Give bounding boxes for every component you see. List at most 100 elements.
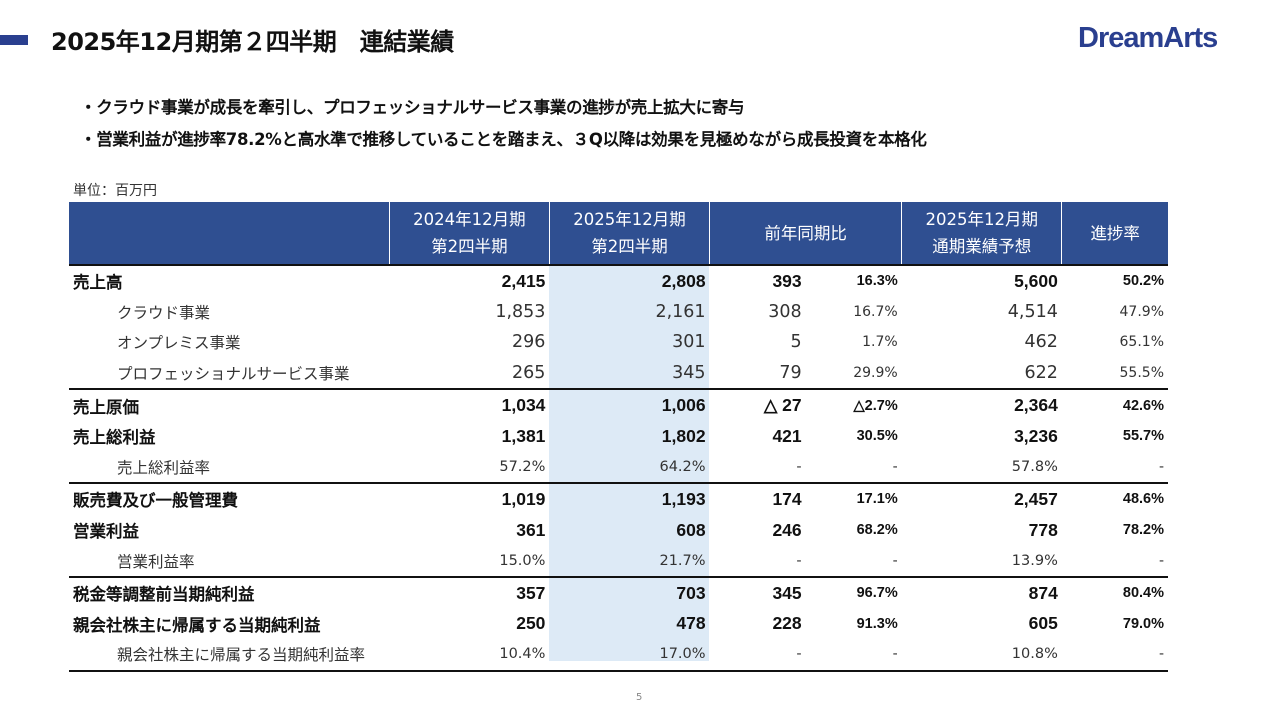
prev-value: 361 (516, 519, 546, 540)
row-label: 親会社株主に帰属する当期純利益率 (69, 639, 390, 672)
yoy-pct: 91.3% (856, 615, 898, 632)
yoy-pct: 16.7% (853, 303, 898, 320)
yoy-diff: 5 (790, 332, 802, 353)
forecast-value: 5,600 (1014, 270, 1058, 291)
table-row: 販売費及び一般管理費 1,019 1,193 174 17.1% 2,457 4… (69, 482, 1168, 515)
yoy-diff: 393 (772, 270, 802, 291)
table-row: クラウド事業 1,853 2,161 308 16.7% 4,514 47.9% (69, 297, 1168, 328)
row-label: 販売費及び一般管理費 (69, 482, 390, 515)
yoy-diff: 228 (772, 613, 802, 634)
prev-value: 357 (389, 575, 550, 609)
table-row: 売上総利益 1,381 1,802 421 30.5% 3,236 55.7% (69, 421, 1168, 452)
current-value: 703 (549, 575, 710, 609)
yoy-diff: 345 (709, 575, 806, 609)
row-label: 営業利益 (73, 522, 139, 542)
forecast-value: 2,364 (901, 388, 1062, 421)
table-row: 売上総利益率 57.2% 64.2% - - 57.8% - (69, 452, 1168, 484)
current-value: 608 (676, 519, 706, 540)
yoy-pct: - (805, 639, 902, 672)
yoy-pct: - (892, 458, 898, 475)
table-row: 営業利益 361 608 246 68.2% 778 78.2% (69, 515, 1168, 546)
forecast-value: 462 (1024, 332, 1058, 353)
summary-bullet: ・営業利益が進捗率78.2%と高水準で推移していることを踏まえ、３Q以降は効果を… (80, 130, 927, 149)
yoy-diff: 308 (768, 301, 802, 322)
progress-rate: 47.9% (1119, 303, 1164, 320)
table-row: 親会社株主に帰属する当期純利益 250 478 228 91.3% 605 79… (69, 609, 1168, 640)
forecast-value: 57.8% (1011, 458, 1058, 475)
yoy-pct: 16.3% (856, 273, 898, 290)
progress-rate: 55.7% (1122, 428, 1164, 445)
yoy-diff: - (796, 552, 802, 569)
row-label: 営業利益率 (117, 552, 195, 571)
prev-value: 57.2% (499, 458, 546, 475)
header-label-cell (69, 202, 390, 265)
current-value: 1,006 (549, 388, 710, 421)
table-row: 売上原価 1,034 1,006 △ 27 △2.7% 2,364 42.6% (69, 388, 1168, 421)
forecast-value: 778 (1028, 519, 1058, 540)
prev-value: 265 (512, 363, 546, 384)
forecast-value: 2,457 (901, 482, 1062, 515)
prev-value: 250 (516, 613, 546, 634)
current-value: 1,802 (661, 425, 706, 446)
header-forecast: 2025年12月期 通期業績予想 (901, 202, 1062, 265)
yoy-pct: 17.1% (805, 482, 902, 515)
row-label: オンプレミス事業 (117, 334, 241, 353)
yoy-pct: 1.7% (862, 334, 898, 351)
progress-rate: 48.6% (1061, 482, 1168, 515)
header-progress: 進捗率 (1061, 202, 1168, 265)
progress-rate: 55.5% (1119, 365, 1164, 382)
prev-value: 15.0% (499, 552, 546, 569)
yoy-pct: 30.5% (856, 428, 898, 445)
yoy-pct: - (892, 552, 898, 569)
yoy-diff: △ 27 (709, 388, 806, 421)
prev-value: 2,415 (501, 270, 546, 291)
forecast-value: 622 (1024, 363, 1058, 384)
row-label: 売上原価 (69, 388, 390, 421)
header-current-period: 2025年12月期 第2四半期 (548, 202, 710, 265)
current-value: 2,808 (661, 270, 706, 291)
yoy-diff: - (796, 458, 802, 475)
prev-value: 1,853 (495, 301, 546, 322)
company-logo: DreamArts (1078, 22, 1218, 54)
progress-rate: - (1158, 552, 1164, 569)
summary-bullet: ・クラウド事業が成長を牽引し、プロフェッショナルサービス事業の進捗が売上拡大に寄… (80, 98, 745, 117)
header-yoy: 前年同期比 (709, 202, 902, 265)
forecast-value: 874 (901, 575, 1062, 609)
table-row: 税金等調整前当期純利益 357 703 345 96.7% 874 80.4% (69, 575, 1168, 609)
forecast-value: 605 (1028, 613, 1058, 634)
table-row: 営業利益率 15.0% 21.7% - - 13.9% - (69, 545, 1168, 577)
yoy-diff: 421 (772, 425, 802, 446)
table-row: 親会社株主に帰属する当期純利益率 10.4% 17.0% - - 10.8% - (69, 639, 1168, 672)
forecast-value: 3,236 (1014, 425, 1058, 446)
current-value: 17.0% (549, 639, 710, 672)
progress-rate: - (1158, 458, 1164, 475)
current-value: 478 (676, 613, 706, 634)
progress-rate: 78.2% (1122, 522, 1164, 539)
page-number: 5 (636, 692, 643, 703)
prev-value: 1,381 (501, 425, 546, 446)
yoy-pct: △2.7% (805, 388, 902, 421)
progress-rate: 42.6% (1061, 388, 1168, 421)
progress-rate: 50.2% (1122, 273, 1164, 290)
yoy-pct: 68.2% (856, 522, 898, 539)
table-row: 売上高 2,415 2,808 393 16.3% 5,600 50.2% (69, 265, 1168, 297)
progress-rate: - (1061, 639, 1168, 672)
header-prev-period: 2024年12月期 第2四半期 (388, 202, 550, 265)
progress-rate: 79.0% (1122, 615, 1164, 632)
page-title: 2025年12月期第２四半期 連結業績 (51, 28, 454, 56)
table-row: オンプレミス事業 296 301 5 1.7% 462 65.1% (69, 327, 1168, 358)
prev-value: 1,034 (389, 388, 550, 421)
current-value: 2,161 (655, 301, 706, 322)
current-value: 64.2% (659, 458, 706, 475)
table-row: プロフェッショナルサービス事業 265 345 79 29.9% 622 55.… (69, 358, 1168, 390)
yoy-diff: 174 (709, 482, 806, 515)
row-label: 売上総利益率 (117, 458, 211, 477)
row-label: クラウド事業 (117, 303, 211, 322)
financial-results-table: 2024年12月期 第2四半期 2025年12月期 第2四半期 前年同期比 2025… (69, 202, 1168, 672)
yoy-pct: 29.9% (853, 365, 898, 382)
row-label: プロフェッショナルサービス事業 (117, 365, 350, 384)
current-value: 1,193 (549, 482, 710, 515)
row-label: 売上総利益 (73, 428, 156, 448)
current-value: 21.7% (659, 552, 706, 569)
row-label: 親会社株主に帰属する当期純利益 (73, 615, 321, 635)
